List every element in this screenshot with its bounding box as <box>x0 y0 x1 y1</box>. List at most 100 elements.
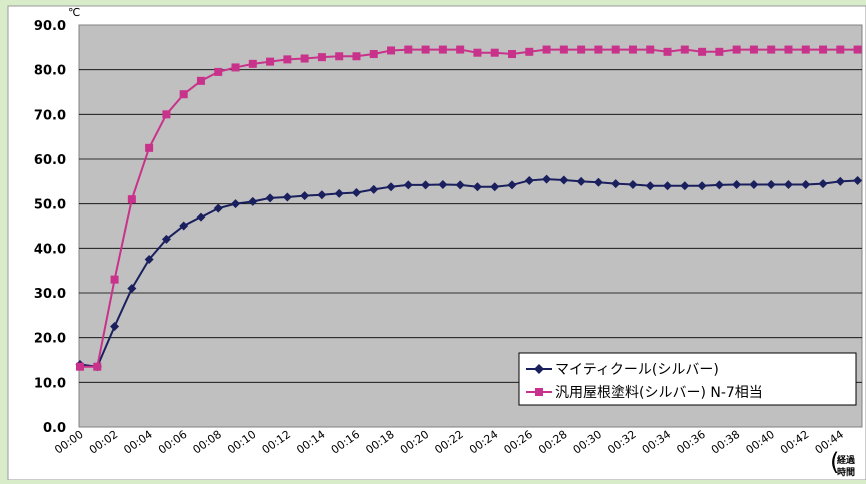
data-point <box>266 57 275 66</box>
data-point <box>732 45 741 54</box>
data-point <box>524 175 534 185</box>
data-point <box>145 143 154 152</box>
x-axis-label: ( 経過 時間 <box>830 448 856 478</box>
data-point <box>213 203 223 213</box>
x-axis-label-bracket: ( <box>830 448 839 476</box>
data-point <box>438 45 447 54</box>
data-point <box>282 192 292 202</box>
data-point <box>767 45 776 54</box>
legend-label-series-2: 汎用屋根塗料(シルバー) N-7相当 <box>555 384 763 401</box>
data-point <box>697 181 707 191</box>
y-axis-ticks: 0.0 10.0 20.0 30.0 40.0 50.0 60.0 70.0 80.0 90.0 <box>34 19 66 436</box>
data-point <box>576 176 586 186</box>
data-point <box>421 180 431 190</box>
y-tick-label: 20.0 <box>34 332 66 347</box>
legend: マイティクール(シルバー) 汎用屋根塗料(シルバー) N-7相当 <box>518 352 857 406</box>
y-tick-label: 90.0 <box>34 19 66 34</box>
x-axis-label-line2: 時間 <box>837 466 855 478</box>
data-point <box>818 179 828 189</box>
data-point <box>577 45 586 54</box>
data-point <box>162 110 171 119</box>
data-point <box>611 45 620 54</box>
data-point <box>438 179 448 189</box>
data-point <box>628 45 637 54</box>
y-tick-label: 80.0 <box>34 64 66 79</box>
data-point <box>265 193 275 203</box>
data-point <box>456 45 465 54</box>
y-tick-label: 50.0 <box>34 198 66 213</box>
data-point <box>680 45 689 54</box>
data-point <box>680 181 690 191</box>
data-point <box>835 176 845 186</box>
data-point <box>732 179 742 189</box>
data-point <box>351 188 361 197</box>
data-point <box>300 54 309 63</box>
data-point <box>542 45 551 54</box>
data-point <box>784 45 793 54</box>
data-point <box>179 90 188 99</box>
series-2 <box>76 45 862 371</box>
data-point <box>766 179 776 189</box>
data-point <box>473 48 482 57</box>
series-line <box>79 178 858 368</box>
data-point <box>559 45 568 54</box>
data-point <box>161 234 171 244</box>
data-point <box>645 181 655 191</box>
y-tick-label: 40.0 <box>34 242 66 257</box>
data-point <box>783 179 793 189</box>
x-axis-label-line1: 経過 <box>837 454 856 466</box>
y-tick-label: 0.0 <box>43 421 66 436</box>
y-tick-label: 10.0 <box>34 376 66 391</box>
data-point <box>248 196 258 206</box>
data-point <box>611 179 621 189</box>
legend-marker-series-2 <box>535 388 543 396</box>
data-point <box>196 76 205 85</box>
data-point <box>542 174 552 184</box>
data-point <box>334 188 344 198</box>
series-layer <box>75 45 863 372</box>
data-point <box>300 191 310 201</box>
series-1 <box>75 174 863 372</box>
data-point <box>283 55 292 64</box>
data-point <box>421 45 430 54</box>
data-point <box>715 47 724 56</box>
data-point <box>93 362 102 371</box>
data-point <box>248 59 257 68</box>
data-point <box>525 47 534 56</box>
data-point <box>76 362 84 371</box>
y-tick-label: 70.0 <box>34 108 66 123</box>
data-point <box>490 48 499 57</box>
data-point <box>110 275 119 284</box>
legend-box <box>518 352 857 406</box>
data-point <box>352 52 361 61</box>
data-point <box>387 46 396 55</box>
data-point <box>508 50 516 59</box>
data-point <box>593 177 603 187</box>
data-point <box>853 175 863 185</box>
data-point <box>749 45 758 54</box>
data-point <box>369 184 379 194</box>
data-point <box>231 63 240 72</box>
data-point <box>214 67 223 76</box>
data-point <box>490 182 500 192</box>
data-point <box>801 179 811 189</box>
data-point <box>663 181 673 191</box>
data-point <box>231 199 241 209</box>
y-tick-label: 30.0 <box>34 287 66 302</box>
legend-marker-series-1 <box>534 364 544 374</box>
data-point <box>196 212 206 222</box>
data-point <box>594 45 603 54</box>
data-point <box>507 180 517 190</box>
grid-lines <box>79 69 862 383</box>
data-point <box>472 182 482 192</box>
data-point <box>317 190 327 200</box>
data-point <box>853 45 862 54</box>
data-point <box>559 175 569 185</box>
y-axis-unit-label: ℃ <box>68 6 80 19</box>
data-point <box>663 47 672 56</box>
data-point <box>628 179 638 189</box>
data-point <box>404 45 413 54</box>
data-point <box>801 45 810 54</box>
series-line <box>80 48 858 368</box>
